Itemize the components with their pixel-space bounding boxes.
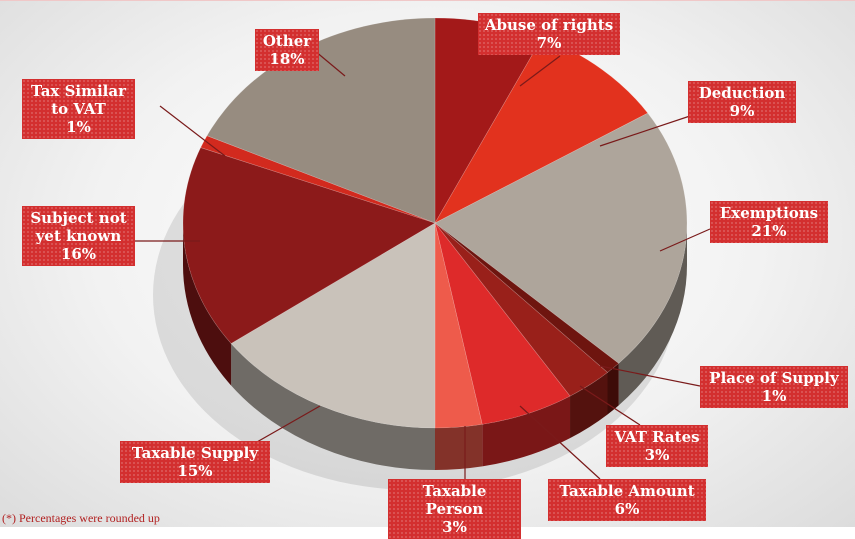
data-label: Abuse of rights 7% [478, 13, 620, 55]
label-name: Taxable Amount [559, 482, 695, 500]
pie-slice [434, 222, 620, 373]
label-name: Abuse of rights [484, 16, 614, 34]
pie-slice [230, 222, 436, 429]
slice-side [231, 343, 435, 470]
data-label: Taxable Supply 15% [120, 441, 270, 483]
data-label: Deduction 9% [688, 81, 796, 123]
data-label: Other 18% [255, 29, 319, 71]
leader-line [659, 228, 711, 252]
leader-line [579, 385, 641, 426]
data-label: Tax Similar to VAT 1% [22, 79, 135, 139]
pie-slice [434, 222, 483, 429]
leader-line [519, 55, 561, 87]
label-name: VAT Rates [614, 428, 700, 446]
label-value: 16% [60, 245, 97, 263]
leader-line [599, 365, 701, 387]
slice-side [607, 363, 619, 415]
slice-side [618, 223, 687, 406]
label-name: Taxable Supply [131, 444, 259, 462]
slice-side [435, 424, 483, 470]
footnote: (*) Percentages were rounded up [2, 511, 160, 525]
leader-line [599, 115, 691, 147]
pie-slice [434, 112, 688, 364]
data-label: VAT Rates 3% [606, 425, 708, 467]
data-label: Exemptions 21% [710, 201, 828, 243]
label-name: Other [262, 32, 312, 50]
slice-side [482, 396, 571, 467]
label-name: Exemptions [719, 204, 819, 222]
label-name: Taxable Person [422, 482, 487, 518]
label-value: 9% [729, 102, 755, 120]
label-value: 1% [761, 387, 787, 405]
pie-slice [200, 135, 436, 224]
data-label: Subject not yet known 16% [22, 206, 135, 266]
label-value: 18% [269, 50, 305, 68]
data-label: Taxable Person 3% [388, 479, 521, 539]
pie-slice [182, 147, 436, 344]
leader-line [519, 405, 601, 480]
label-value: 1% [66, 118, 91, 136]
data-label: Place of Supply 1% [700, 366, 848, 408]
leader-line [249, 405, 321, 447]
label-value: 15% [177, 462, 213, 480]
label-value: 3% [644, 446, 670, 464]
leader-line [159, 105, 226, 157]
data-label: Taxable Amount 6% [548, 479, 706, 521]
slice-side [570, 372, 608, 439]
label-value: 7% [536, 34, 562, 52]
label-name: Deduction [698, 84, 786, 102]
label-value: 3% [442, 518, 467, 536]
label-name: Place of Supply [709, 369, 839, 387]
label-value: 6% [614, 500, 640, 518]
label-name: Tax Similar to VAT [30, 82, 127, 118]
label-value: 21% [751, 222, 787, 240]
slice-side [183, 223, 232, 386]
pie-slice [434, 222, 608, 397]
label-name: Subject not yet known [30, 209, 127, 245]
pie-sides [183, 223, 687, 470]
leader-line [314, 50, 346, 77]
pie-area [135, 17, 711, 490]
